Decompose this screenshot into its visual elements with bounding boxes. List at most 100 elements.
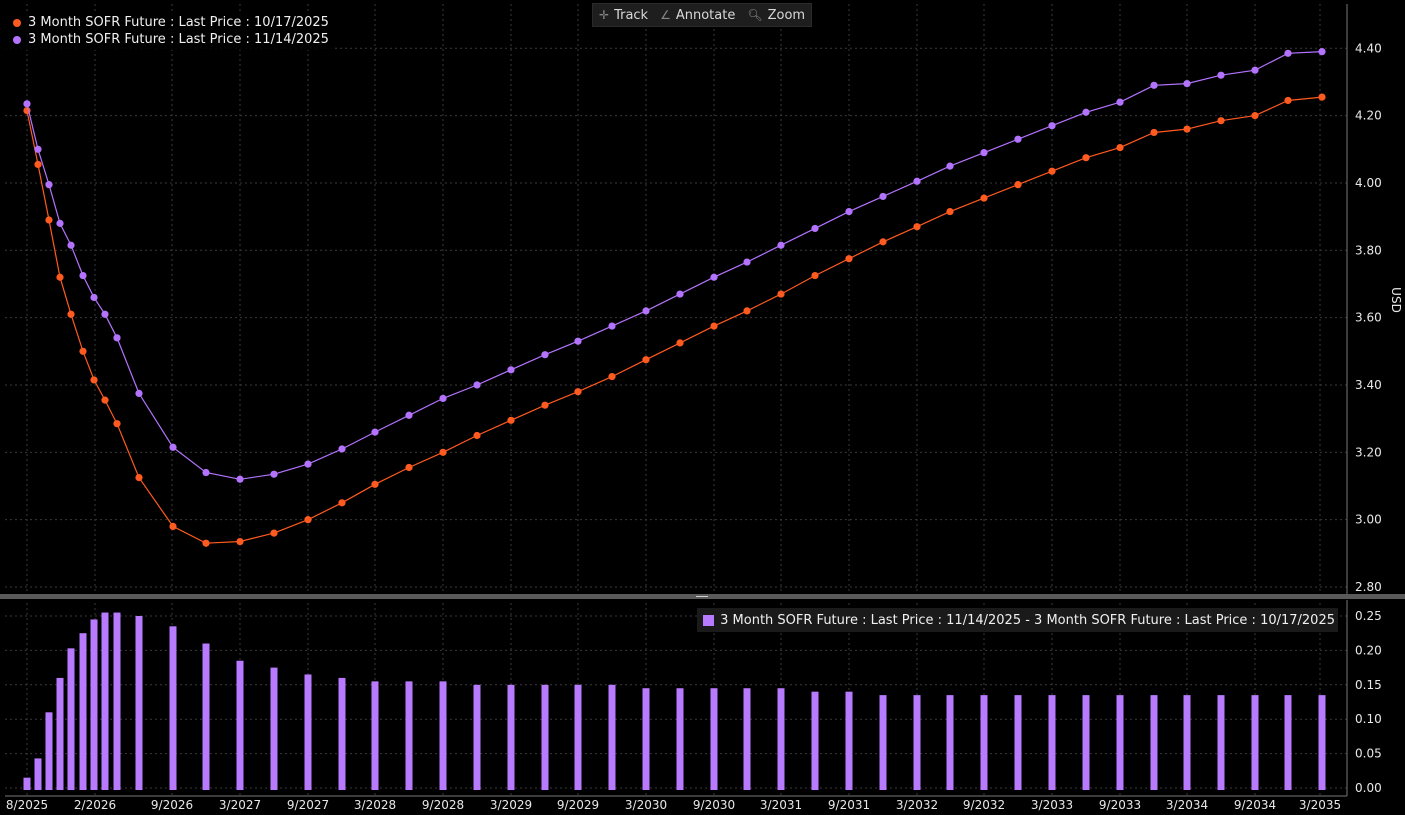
bar <box>79 633 87 790</box>
series1-point <box>1116 144 1124 152</box>
y-tick-label: 4.00 <box>1355 176 1382 190</box>
crosshair-icon: ✛ <box>599 8 610 22</box>
bar <box>946 695 954 790</box>
bar <box>642 688 650 790</box>
series2-point <box>34 145 42 153</box>
series1-point <box>946 207 954 216</box>
series1-point <box>777 290 785 298</box>
series1-point <box>101 396 109 404</box>
series1-point <box>845 255 853 263</box>
series2-point <box>1251 66 1259 74</box>
bar <box>574 684 582 790</box>
x-tick-label: 9/2027 <box>287 798 329 812</box>
x-tick-label: 9/2034 <box>1234 798 1276 812</box>
series1-point <box>913 223 921 231</box>
x-tick-label: 9/2030 <box>693 798 735 812</box>
pencil-icon: ∠ <box>660 8 671 22</box>
series1-point <box>236 537 244 546</box>
series2-point <box>67 241 75 249</box>
series1-point <box>34 160 42 169</box>
series1-point <box>980 194 988 202</box>
series1-line <box>26 96 1323 544</box>
y-tick-label: 0.05 <box>1355 747 1382 761</box>
series1-point <box>1284 96 1292 105</box>
series1-point <box>473 431 481 440</box>
series1-point <box>439 448 447 456</box>
series2-point <box>541 351 549 359</box>
bar <box>811 691 819 790</box>
series1-point <box>879 238 887 246</box>
series1-point <box>90 376 98 384</box>
series1-point <box>541 401 549 409</box>
series1-point <box>79 347 87 355</box>
bar <box>1251 695 1259 790</box>
bar-series-swatch <box>703 614 715 626</box>
bar <box>710 688 718 790</box>
y-axis-label: USD <box>1389 287 1403 313</box>
series1-point <box>608 372 616 381</box>
zoom-button[interactable]: 🔍︎ Zoom <box>747 7 806 23</box>
track-button[interactable]: ✛ Track <box>599 7 649 23</box>
series2-point <box>879 192 887 201</box>
series2-point <box>1217 71 1225 79</box>
series2-point <box>236 475 244 483</box>
bar <box>1150 695 1158 790</box>
bar <box>913 695 921 790</box>
series2-point <box>23 100 31 108</box>
bar <box>1082 695 1090 790</box>
bar <box>23 777 31 790</box>
series1-point <box>1217 117 1225 125</box>
bar-series <box>23 612 1326 790</box>
series2-point <box>710 273 718 281</box>
series2-point <box>946 162 954 170</box>
bar <box>67 648 75 790</box>
series1-point <box>574 388 582 396</box>
x-tick-label: 8/2025 <box>6 798 48 812</box>
series1-point <box>45 216 53 224</box>
series1-point <box>507 416 515 424</box>
line-series <box>23 48 1326 547</box>
x-tick-label: 9/2033 <box>1099 798 1141 812</box>
y-tick-label: 0.20 <box>1355 643 1382 657</box>
series1-swatch <box>13 18 21 27</box>
annotate-button[interactable]: ∠ Annotate <box>660 7 736 23</box>
chart-toolbar: ✛ Track ∠ Annotate 🔍︎ Zoom <box>592 3 813 27</box>
series1-point <box>1014 181 1022 189</box>
series1-point <box>1150 128 1158 137</box>
bar-legend[interactable]: 3 Month SOFR Future : Last Price : 11/14… <box>697 608 1338 632</box>
bar <box>270 667 278 790</box>
y-tick-label: 2.80 <box>1355 580 1382 594</box>
series1-point <box>270 529 278 537</box>
bar <box>980 695 988 790</box>
series1-point <box>56 273 64 281</box>
bar <box>1318 695 1326 790</box>
bar <box>608 684 616 790</box>
series1-point <box>1048 167 1056 175</box>
legend-item-series1[interactable]: 3 Month SOFR Future : Last Price : 10/17… <box>13 14 329 31</box>
bar <box>1116 695 1124 790</box>
series2-point <box>913 177 921 185</box>
bar <box>113 612 121 790</box>
bar <box>777 688 785 790</box>
series1-point <box>338 499 346 507</box>
bar <box>169 626 177 790</box>
series2-point <box>1318 48 1326 56</box>
bar <box>1217 695 1225 790</box>
bar <box>135 616 143 790</box>
series1-point <box>135 473 143 482</box>
x-tick-label: 3/2029 <box>490 798 532 812</box>
bar <box>371 681 379 790</box>
x-tick-label: 3/2032 <box>896 798 938 812</box>
x-tick-label: 3/2027 <box>219 798 261 812</box>
series2-point <box>101 310 109 318</box>
x-tick-label: 3/2033 <box>1031 798 1073 812</box>
series2-point <box>405 411 413 419</box>
y-tick-label: 3.40 <box>1355 378 1382 392</box>
y-tick-label: 0.00 <box>1355 781 1382 795</box>
bar <box>541 684 549 790</box>
series2-point <box>169 443 177 451</box>
series1-point <box>67 310 75 318</box>
series1-point <box>642 356 650 364</box>
x-tick-label: 9/2026 <box>151 798 193 812</box>
legend-item-series2[interactable]: 3 Month SOFR Future : Last Price : 11/14… <box>13 31 329 48</box>
